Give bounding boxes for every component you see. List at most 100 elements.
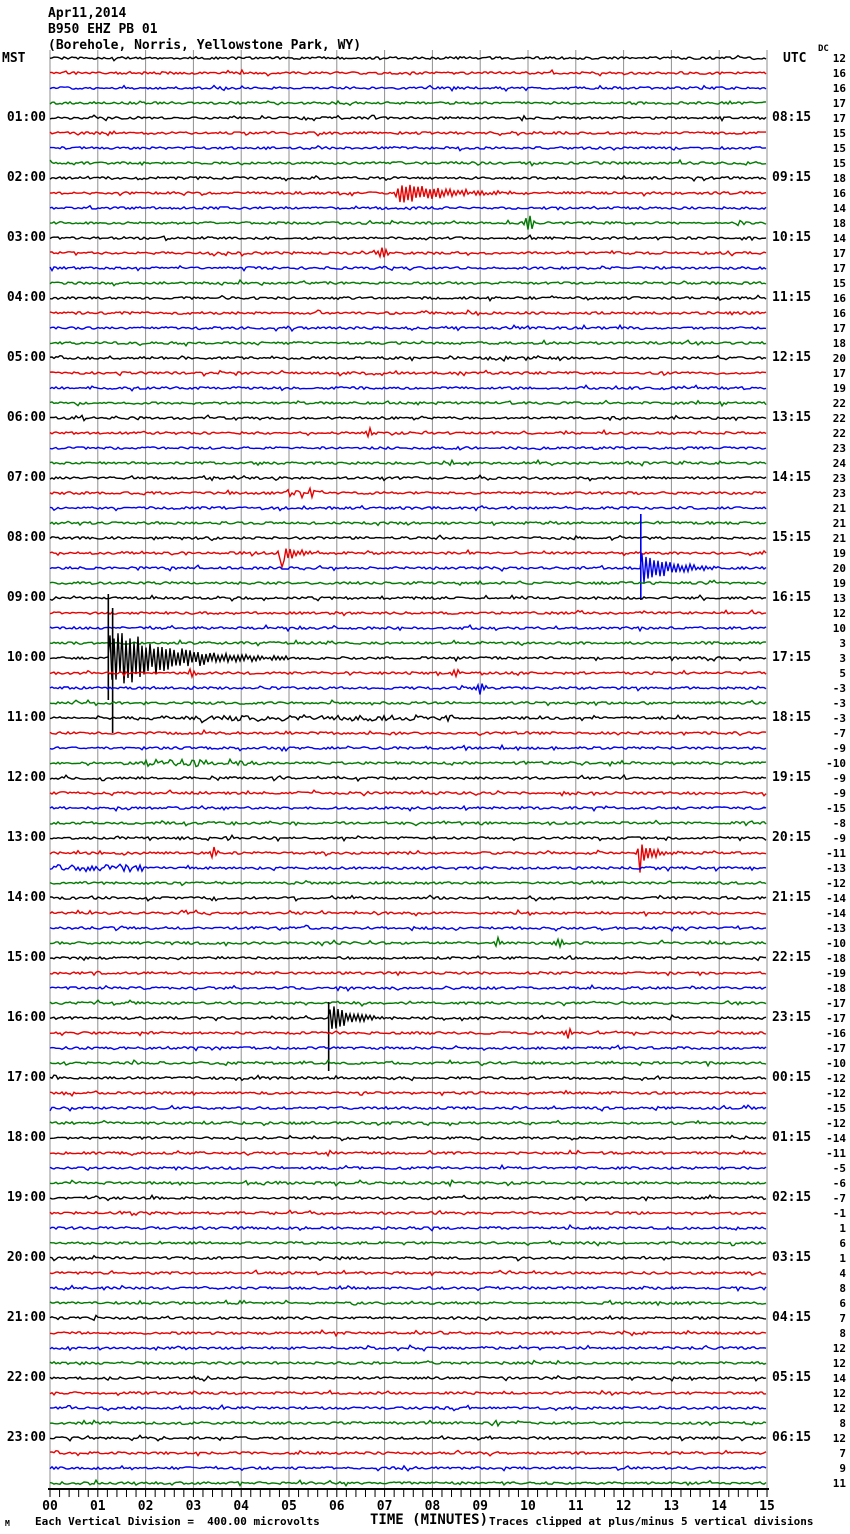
trace-row-26	[49, 445, 767, 451]
utc-hour-label: 16:15	[772, 590, 812, 605]
utc-hour-label: 03:15	[772, 1250, 812, 1265]
dc-value: -11	[826, 1147, 846, 1160]
trace-row-53	[49, 844, 767, 873]
trace-row-86	[49, 1344, 767, 1352]
trace-row-60	[49, 954, 767, 962]
dc-value: 6	[839, 1297, 846, 1310]
trace-row-95	[49, 1478, 767, 1488]
dc-value: 18	[832, 217, 846, 230]
utc-hour-label: 09:15	[772, 170, 812, 185]
dc-value: -7	[832, 1192, 846, 1205]
trace-row-20	[49, 354, 767, 363]
mst-hour-label: 14:00	[6, 890, 46, 905]
trace-row-25	[49, 425, 767, 439]
mst-hour-label: 15:00	[6, 950, 46, 965]
minute-label: 02	[137, 1499, 154, 1514]
dc-value: -3	[832, 697, 846, 710]
trace-row-88	[49, 1374, 767, 1382]
dc-value: 17	[832, 112, 846, 125]
dc-value: 16	[832, 187, 846, 200]
trace-row-92	[49, 1434, 767, 1442]
trace-row-65	[49, 1026, 767, 1039]
dc-value: 14	[832, 232, 846, 245]
dc-value: 21	[832, 502, 846, 515]
trace-row-30	[49, 504, 767, 512]
dc-value: 7	[839, 1312, 846, 1325]
utc-hour-label: 06:15	[772, 1430, 812, 1445]
trace-row-3	[49, 99, 767, 107]
mst-hour-label: 21:00	[6, 1310, 46, 1325]
minute-label: 13	[663, 1499, 680, 1514]
vertical-scale-note: Each Vertical Division = 400.00 microvol…	[35, 1515, 320, 1528]
utc-hour-label: 15:15	[772, 530, 812, 545]
dc-value: 22	[832, 412, 846, 425]
utc-hour-label: 01:15	[772, 1130, 812, 1145]
trace-row-79	[49, 1239, 766, 1247]
dc-value: 20	[832, 352, 846, 365]
trace-row-54	[49, 863, 767, 874]
trace-row-4	[49, 114, 767, 123]
x-axis-title: TIME (MINUTES)	[370, 1512, 489, 1528]
trace-row-50	[49, 804, 767, 812]
dc-value: -7	[832, 727, 846, 740]
trace-row-68	[49, 1074, 767, 1082]
dc-value: -11	[826, 847, 846, 860]
mst-timezone-label: MST	[2, 51, 26, 66]
utc-hour-label: 22:15	[772, 950, 812, 965]
mst-hour-label: 17:00	[6, 1070, 46, 1085]
dc-value: -15	[826, 1102, 846, 1115]
mst-hour-label: 07:00	[6, 470, 46, 485]
utc-hour-label: 21:15	[772, 890, 812, 905]
trace-row-81	[49, 1269, 767, 1277]
trace-row-58	[49, 924, 767, 932]
dc-value: -18	[826, 982, 846, 995]
trace-row-48	[49, 773, 767, 783]
dc-value: 17	[832, 322, 846, 335]
trace-row-39	[49, 638, 767, 647]
dc-value: 15	[832, 157, 846, 170]
trace-row-18	[49, 323, 767, 333]
mst-hour-label: 22:00	[6, 1370, 46, 1385]
mst-hour-label: 05:00	[6, 350, 46, 365]
mst-hour-label: 23:00	[6, 1430, 46, 1445]
trace-row-23	[49, 399, 767, 408]
dc-value: -16	[826, 1027, 846, 1040]
corner-mark: M	[5, 1519, 10, 1528]
mst-hour-label: 19:00	[6, 1190, 46, 1205]
minute-label: 10	[520, 1499, 536, 1514]
trace-row-31	[49, 520, 767, 527]
dc-value: 7	[839, 1447, 846, 1460]
trace-row-89	[49, 1389, 767, 1397]
dc-value: -12	[826, 1072, 846, 1085]
dc-value: 12	[832, 52, 846, 65]
dc-value: 22	[832, 397, 846, 410]
minute-label: 14	[711, 1499, 728, 1514]
mst-hour-label: 09:00	[6, 590, 46, 605]
trace-row-27	[49, 458, 767, 467]
trace-row-55	[49, 879, 767, 887]
trace-row-87	[49, 1359, 767, 1366]
minute-label: 15	[759, 1499, 775, 1514]
trace-row-5	[49, 130, 766, 137]
trace-row-28	[49, 474, 767, 482]
dc-value: -9	[832, 742, 846, 755]
minute-label: 04	[233, 1499, 250, 1514]
dc-value: -9	[832, 772, 846, 785]
mst-hour-label: 06:00	[6, 410, 46, 425]
trace-row-29	[49, 485, 767, 500]
trace-row-32	[49, 534, 767, 542]
dc-value: -6	[832, 1177, 846, 1190]
trace-row-73	[49, 1149, 767, 1158]
dc-value: -14	[826, 892, 846, 905]
trace-row-78	[49, 1223, 767, 1232]
utc-hour-label: 18:15	[772, 710, 812, 725]
trace-row-49	[49, 789, 767, 797]
trace-row-70	[49, 1104, 767, 1112]
dc-value: 12	[832, 1387, 846, 1400]
dc-value: -17	[826, 1042, 846, 1055]
mst-hour-label: 13:00	[6, 830, 46, 845]
trace-row-84	[49, 1314, 767, 1322]
trace-row-91	[49, 1419, 767, 1428]
dc-value: 9	[839, 1462, 846, 1475]
dc-value: -17	[826, 997, 846, 1010]
